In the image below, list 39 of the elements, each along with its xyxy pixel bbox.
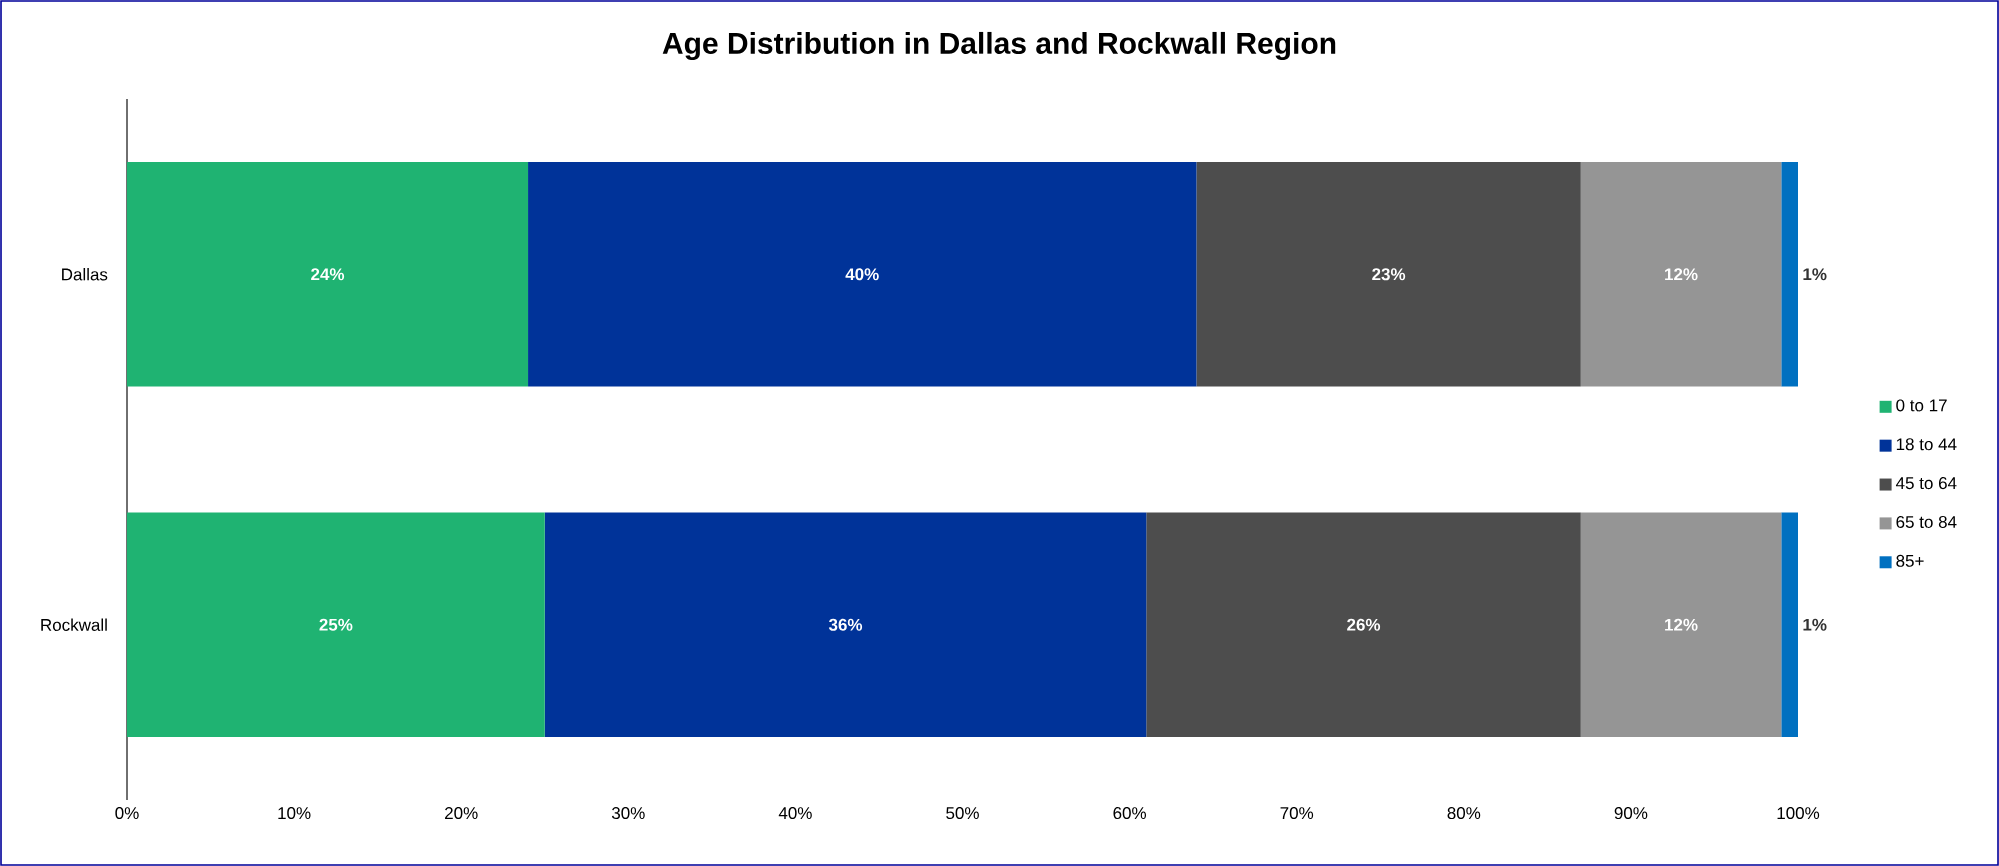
x-tick-label: 80% bbox=[1447, 807, 1481, 820]
x-tick-label: 100% bbox=[1777, 807, 1820, 820]
bar bbox=[544, 512, 1147, 737]
x-tick-label: 0% bbox=[115, 807, 139, 820]
data-label: 40% bbox=[845, 268, 879, 281]
y-tick-label: Rockwall bbox=[41, 618, 107, 631]
data-label: 25% bbox=[319, 618, 353, 631]
bar bbox=[1146, 512, 1581, 737]
x-tick-label: 90% bbox=[1614, 807, 1648, 820]
legend-label: 65 to 84 bbox=[1896, 515, 1957, 528]
bar bbox=[1781, 162, 1799, 387]
data-label: 1% bbox=[1803, 618, 1827, 631]
legend-label: 85+ bbox=[1896, 554, 1924, 567]
data-label: 24% bbox=[311, 268, 345, 281]
bar bbox=[127, 162, 529, 387]
y-tick-label: Dallas bbox=[62, 267, 108, 281]
data-label: 12% bbox=[1665, 618, 1698, 631]
x-tick-label: 10% bbox=[278, 807, 311, 820]
bar bbox=[1196, 162, 1581, 387]
legend-label: 18 to 44 bbox=[1896, 438, 1957, 451]
x-tick-label: 60% bbox=[1113, 807, 1147, 820]
data-label: 12% bbox=[1665, 268, 1698, 281]
chart-title: Age Distribution in Dallas and Rockwall Region bbox=[662, 31, 1336, 61]
x-tick-label: 40% bbox=[778, 807, 812, 820]
bar bbox=[1781, 512, 1799, 737]
data-label: 26% bbox=[1347, 618, 1381, 631]
bar bbox=[1580, 162, 1782, 387]
x-tick-label: 50% bbox=[946, 807, 979, 820]
data-label: 36% bbox=[828, 618, 863, 631]
bar bbox=[127, 512, 545, 737]
bar bbox=[1580, 512, 1782, 737]
data-label: 23% bbox=[1372, 268, 1406, 281]
legend-label: 0 to 17 bbox=[1896, 399, 1947, 412]
legend-label: 45 to 64 bbox=[1895, 477, 1957, 490]
bar bbox=[528, 162, 1197, 387]
x-tick-label: 30% bbox=[611, 807, 645, 820]
data-label: 1% bbox=[1803, 268, 1827, 281]
x-tick-label: 70% bbox=[1280, 807, 1314, 820]
x-tick-label: 20% bbox=[445, 807, 478, 820]
